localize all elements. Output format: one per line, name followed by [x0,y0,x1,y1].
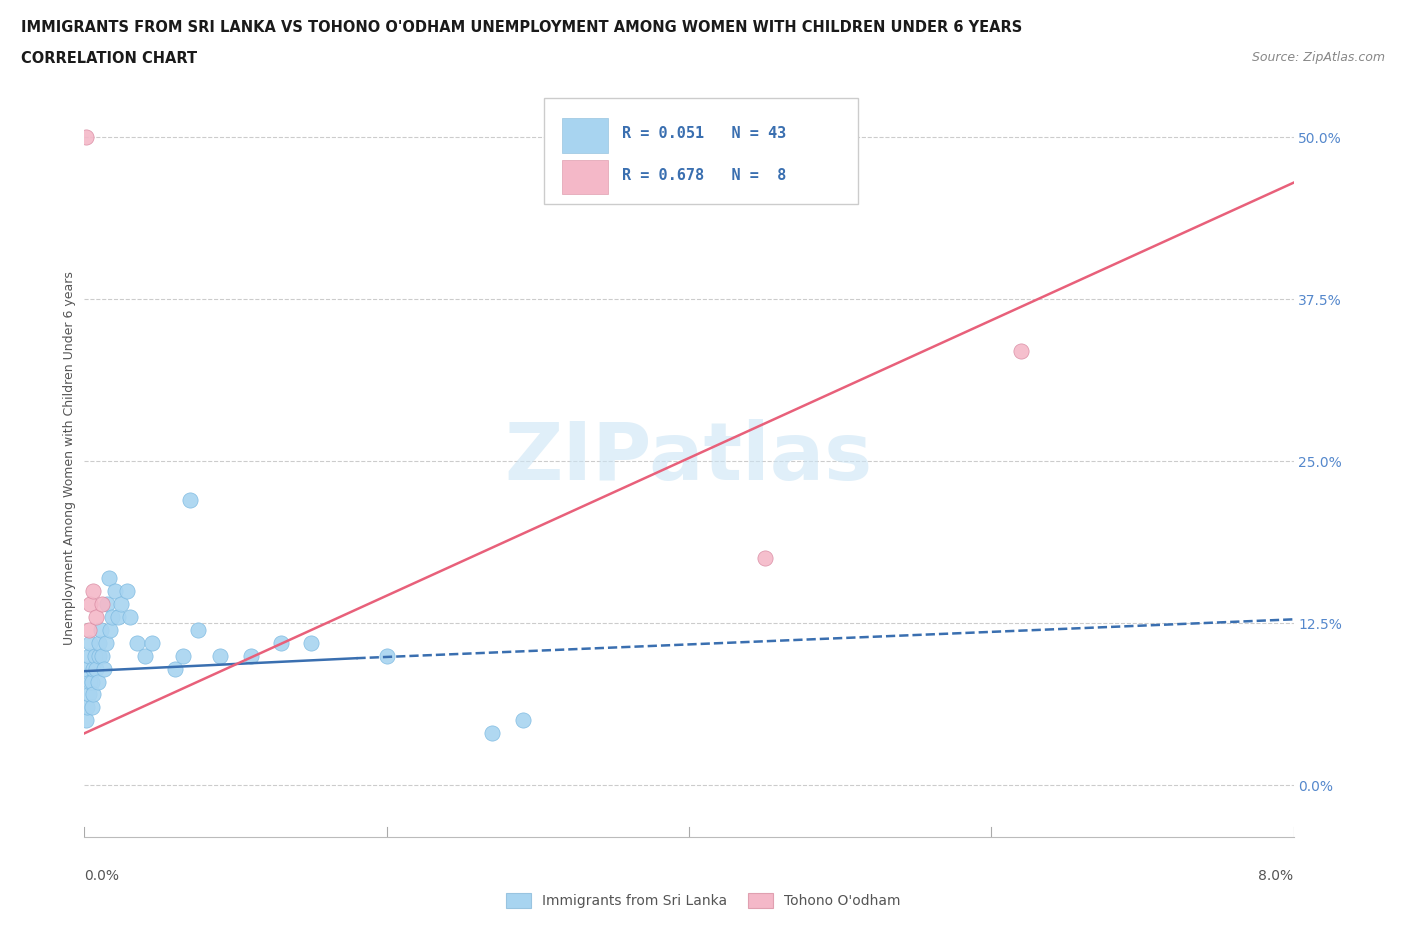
Point [165,661,187,676]
Point [86,661,108,676]
Point [512,713,534,728]
Point [115,583,138,598]
Point [82,661,104,676]
Point [179,493,201,508]
Point [127,635,149,650]
Point [209,648,232,663]
Point [239,648,262,663]
Point [141,635,163,650]
Text: 0.0%: 0.0% [84,870,120,884]
Point [86,609,108,624]
Point [90,622,112,637]
FancyBboxPatch shape [562,118,607,153]
Point [98,622,121,637]
Point [80,700,103,715]
Point [375,648,398,663]
Point [754,551,776,565]
Point [75,713,97,728]
Point [134,648,156,663]
Point [91,596,114,611]
Point [1011,344,1033,359]
Point [481,726,503,741]
Point [76,661,98,676]
Legend: Immigrants from Sri Lanka, Tohono O'odham: Immigrants from Sri Lanka, Tohono O'odha… [501,887,905,914]
Point [82,583,104,598]
Point [87,674,110,689]
Point [77,622,100,637]
Point [299,635,322,650]
Text: IMMIGRANTS FROM SRI LANKA VS TOHONO O'ODHAM UNEMPLOYMENT AMONG WOMEN WITH CHILDR: IMMIGRANTS FROM SRI LANKA VS TOHONO O'OD… [21,20,1022,35]
Point [89,648,111,663]
Point [187,622,209,637]
Point [75,130,97,145]
FancyBboxPatch shape [562,160,607,194]
Point [107,609,129,624]
Point [77,687,100,702]
Text: CORRELATION CHART: CORRELATION CHART [21,51,197,66]
Text: Source: ZipAtlas.com: Source: ZipAtlas.com [1251,51,1385,64]
Point [100,609,122,624]
FancyBboxPatch shape [544,98,858,204]
Point [79,596,101,611]
Point [77,648,100,663]
Point [82,687,104,702]
Point [93,661,115,676]
Point [94,635,117,650]
Text: ZIPatlas: ZIPatlas [505,419,873,497]
Point [172,648,194,663]
Point [84,648,107,663]
Point [91,648,114,663]
Text: R = 0.051   N = 43: R = 0.051 N = 43 [623,126,787,141]
Text: 8.0%: 8.0% [1258,870,1294,884]
Point [118,609,141,624]
Point [80,674,103,689]
Point [104,583,127,598]
Point [96,596,118,611]
Y-axis label: Unemployment Among Women with Children Under 6 years: Unemployment Among Women with Children U… [63,271,76,645]
Point [110,596,132,611]
Point [79,635,101,650]
Point [97,570,120,585]
Point [79,674,101,689]
Text: R = 0.678   N =  8: R = 0.678 N = 8 [623,167,787,183]
Point [76,700,98,715]
Point [270,635,292,650]
Point [89,635,111,650]
